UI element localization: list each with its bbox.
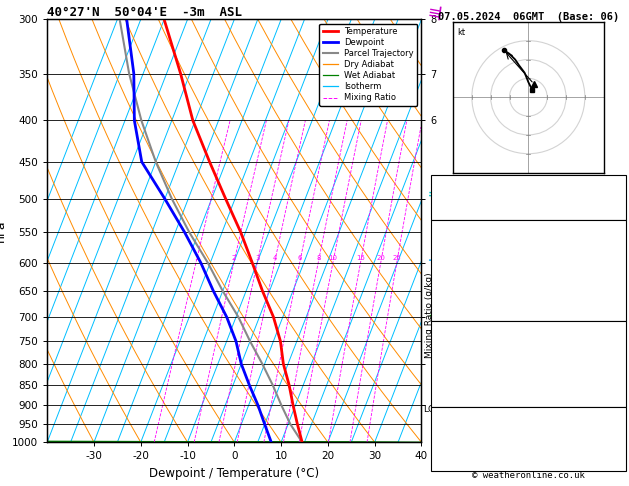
- Text: © weatheronline.co.uk: © weatheronline.co.uk: [472, 471, 585, 480]
- Y-axis label: hPa: hPa: [0, 220, 6, 242]
- Text: StmDir: StmDir: [434, 446, 469, 456]
- Text: Temp (°C): Temp (°C): [434, 237, 487, 247]
- Text: 1: 1: [194, 255, 199, 261]
- Text: 2: 2: [617, 365, 623, 375]
- Y-axis label: km
ASL: km ASL: [444, 209, 462, 231]
- Text: 195°: 195°: [599, 446, 623, 456]
- Text: 3: 3: [255, 255, 260, 261]
- Text: 0: 0: [617, 379, 623, 389]
- Text: 318: 318: [605, 351, 623, 361]
- Text: CAPE (J): CAPE (J): [434, 379, 481, 389]
- Text: 29: 29: [611, 178, 623, 188]
- Text: 7: 7: [617, 434, 623, 444]
- Text: 8: 8: [316, 255, 321, 261]
- Text: Hodograph: Hodograph: [502, 409, 555, 419]
- Text: 45: 45: [611, 191, 623, 202]
- Text: 10: 10: [329, 255, 338, 261]
- Text: CAPE (J): CAPE (J): [434, 292, 481, 302]
- Text: Dewp (°C): Dewp (°C): [434, 251, 487, 260]
- Text: 14.5: 14.5: [599, 237, 623, 247]
- Text: 07.05.2024  06GMT  (Base: 06): 07.05.2024 06GMT (Base: 06): [438, 12, 619, 22]
- Text: K: K: [434, 178, 440, 188]
- Text: Most Unstable: Most Unstable: [490, 324, 567, 334]
- Text: Totals Totals: Totals Totals: [434, 191, 510, 202]
- Text: CIN (J): CIN (J): [434, 306, 475, 316]
- Text: 20: 20: [377, 255, 386, 261]
- Text: kt: kt: [457, 28, 465, 36]
- Text: 6: 6: [298, 255, 302, 261]
- Text: PW (cm): PW (cm): [434, 205, 475, 215]
- X-axis label: Dewpoint / Temperature (°C): Dewpoint / Temperature (°C): [149, 467, 320, 480]
- Text: θₑ (K): θₑ (K): [434, 351, 469, 361]
- Text: 0: 0: [617, 292, 623, 302]
- Text: 15: 15: [356, 255, 365, 261]
- Text: -50: -50: [605, 421, 623, 431]
- Text: 25: 25: [392, 255, 401, 261]
- Text: θₑ(K): θₑ(K): [434, 264, 464, 275]
- Text: StmSpd (kt): StmSpd (kt): [434, 458, 499, 468]
- Legend: Temperature, Dewpoint, Parcel Trajectory, Dry Adiabat, Wet Adiabat, Isotherm, Mi: Temperature, Dewpoint, Parcel Trajectory…: [320, 24, 417, 106]
- Text: 4: 4: [272, 255, 277, 261]
- Text: 11: 11: [611, 278, 623, 288]
- Text: 2: 2: [232, 255, 237, 261]
- Text: 13: 13: [611, 458, 623, 468]
- Text: EH: EH: [434, 421, 446, 431]
- Text: Lifted Index: Lifted Index: [434, 365, 504, 375]
- Text: 750: 750: [605, 338, 623, 347]
- Text: 40°27'N  50°04'E  -3m  ASL: 40°27'N 50°04'E -3m ASL: [47, 6, 242, 19]
- Text: CIN (J): CIN (J): [434, 392, 475, 402]
- Text: Mixing Ratio (g/kg): Mixing Ratio (g/kg): [425, 273, 433, 358]
- Text: LCL: LCL: [423, 405, 439, 414]
- Text: 2.89: 2.89: [599, 205, 623, 215]
- Text: Lifted Index: Lifted Index: [434, 278, 504, 288]
- Text: 0: 0: [617, 392, 623, 402]
- Text: 7.9: 7.9: [605, 251, 623, 260]
- Text: 0: 0: [617, 306, 623, 316]
- Text: 305: 305: [605, 264, 623, 275]
- Text: Surface: Surface: [508, 223, 549, 233]
- Text: SREH: SREH: [434, 434, 457, 444]
- Text: Pressure (mb): Pressure (mb): [434, 338, 510, 347]
